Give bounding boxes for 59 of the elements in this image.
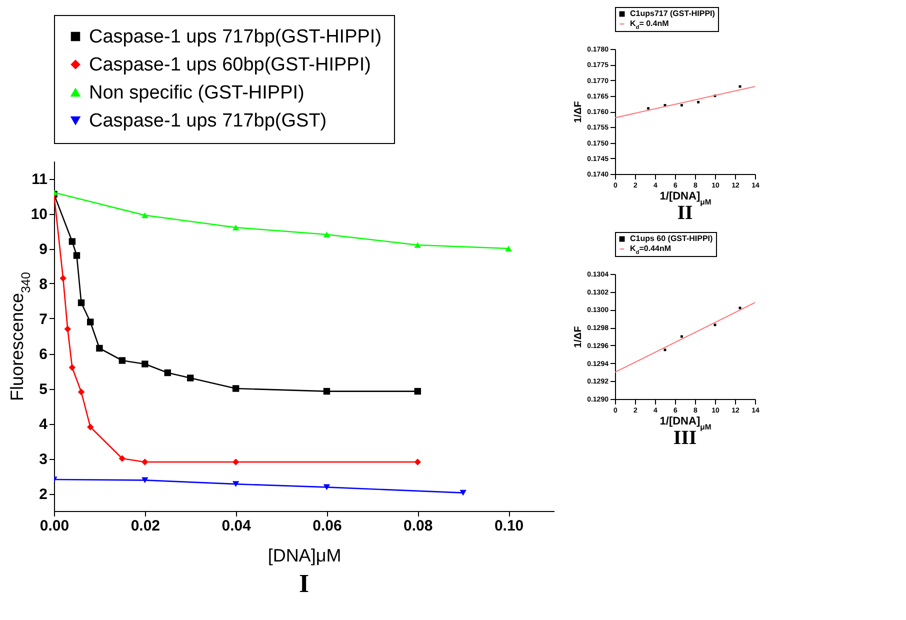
point (323, 232, 330, 238)
x-tick-label: 0.00 (40, 518, 70, 534)
text: I (298, 569, 310, 598)
point (232, 458, 240, 466)
legend-label: Caspase-1 ups 717bp(GST-HIPPI) (89, 26, 382, 48)
y-tick-label: 5 (39, 381, 48, 398)
point (78, 388, 85, 396)
legend-label: Non specific (GST-HIPPI) (89, 82, 304, 104)
point (323, 484, 330, 490)
point (118, 455, 126, 462)
legend-label: C1ups717 (GST-HIPPI) (630, 9, 716, 18)
point (232, 481, 240, 487)
y-axis-title: 1/ΔF (573, 326, 584, 348)
legend-label: Caspase-1 ups 717bp(GST) (89, 110, 327, 132)
point (323, 388, 330, 395)
point (87, 424, 94, 430)
point (142, 360, 148, 368)
point (414, 242, 421, 248)
point (68, 238, 76, 245)
legend-label: K$_{d}$= 0.4nM (630, 19, 670, 31)
y-tick-label: 2 (39, 486, 48, 503)
y-tick-label: 8 (39, 276, 48, 293)
point (96, 344, 103, 352)
point (60, 274, 66, 282)
x-tick-label: 0.08 (404, 518, 433, 534)
point (187, 374, 194, 382)
y-tick-label: 7 (39, 311, 48, 328)
point (232, 224, 240, 230)
x-tick-label: 0.04 (222, 518, 252, 534)
x-tick-label: 0.02 (130, 518, 160, 534)
point (414, 458, 421, 466)
x-tick-label: 0.10 (494, 518, 524, 534)
point (460, 490, 466, 496)
point (647, 107, 650, 110)
y-tick-label: 3 (39, 451, 48, 468)
y-tick-label: 9 (39, 241, 48, 258)
y-tick-label: 6 (39, 346, 48, 363)
legend-label: Caspase-1 ups 60bp(GST-HIPPI) (89, 54, 371, 76)
point (142, 477, 148, 484)
point (78, 299, 85, 306)
y-tick-label: 10 (30, 206, 48, 223)
point (68, 364, 76, 371)
point (164, 369, 171, 376)
point (414, 388, 421, 395)
y-axis-title: 1/ΔF (573, 101, 584, 123)
legend-label: K$_{d}$=0.44nM (630, 244, 672, 256)
x-axis-title: [DNA]μM (268, 546, 342, 566)
point (87, 318, 94, 326)
legend-label: C1ups 60 (GST-HIPPI) (630, 234, 714, 243)
y-tick-label: 11 (32, 171, 48, 188)
point (697, 100, 700, 104)
point (118, 357, 126, 364)
point (505, 246, 512, 252)
x-tick-label: 0.06 (312, 518, 342, 534)
point (232, 385, 240, 392)
point (73, 252, 80, 259)
point (64, 326, 71, 332)
point (142, 458, 148, 466)
point (142, 212, 148, 218)
